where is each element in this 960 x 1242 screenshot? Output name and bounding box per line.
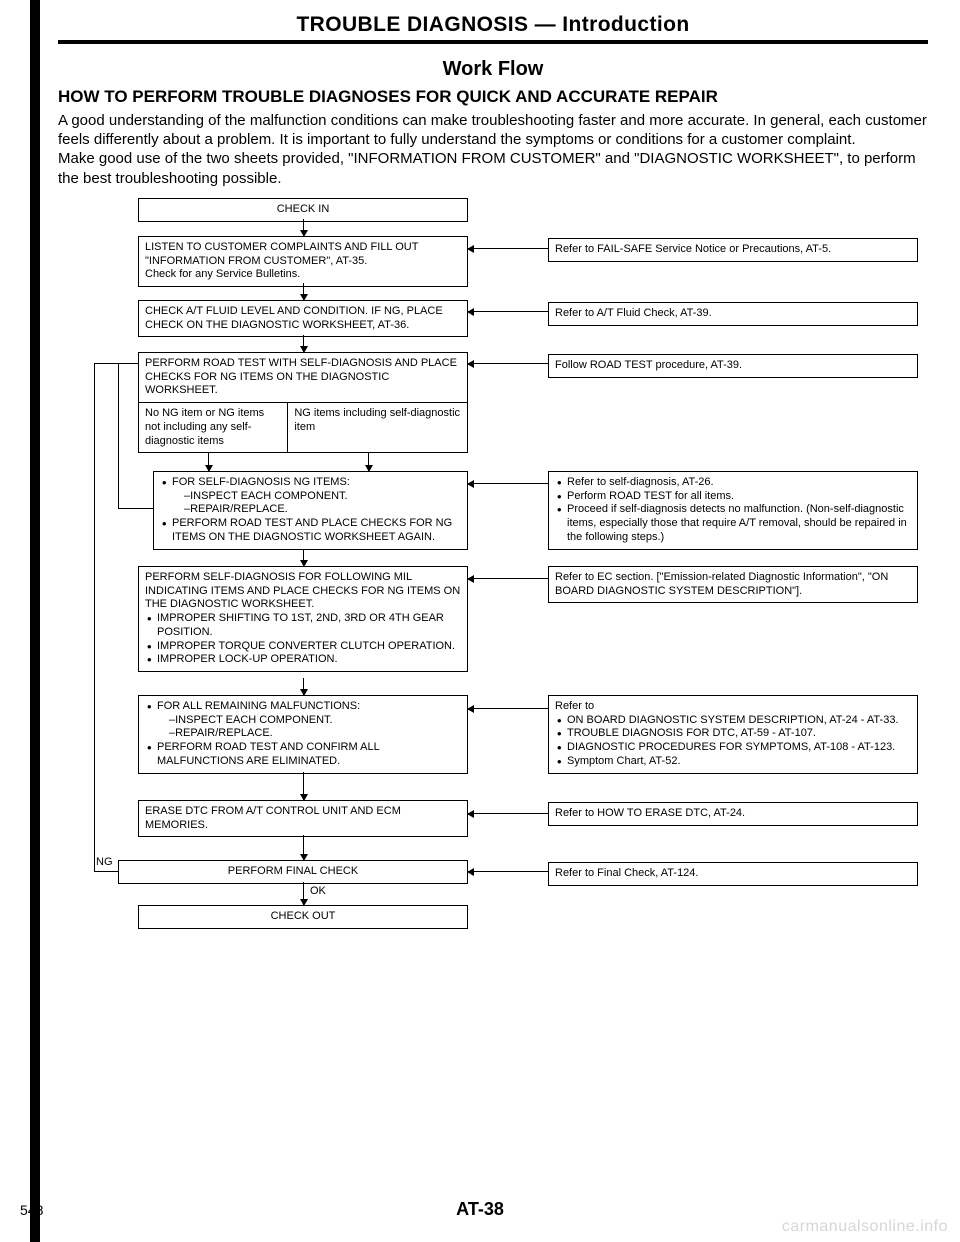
box-remaining: FOR ALL REMAINING MALFUNCTIONS: –INSPECT…	[138, 695, 468, 774]
box-check-out: CHECK OUT	[138, 905, 468, 929]
header-rule	[58, 40, 928, 44]
item: PERFORM ROAD TEST AND PLACE CHECKS FOR N…	[160, 517, 461, 545]
arrow	[303, 835, 304, 860]
ref-self-diag: Refer to self-diagnosis, AT-26. Perform …	[548, 471, 918, 550]
road-test-right: NG items including self-diagnostic item	[288, 403, 467, 452]
item: Refer to self-diagnosis, AT-26.	[555, 476, 911, 490]
arrow	[468, 871, 548, 872]
road-test-split: No NG item or NG items not including any…	[139, 403, 467, 452]
line	[94, 871, 118, 872]
arrow	[468, 248, 548, 249]
sub: –REPAIR/REPLACE.	[157, 727, 461, 741]
list: Refer to self-diagnosis, AT-26. Perform …	[555, 476, 911, 545]
item: FOR ALL REMAINING MALFUNCTIONS: –INSPECT…	[145, 700, 461, 741]
list: IMPROPER SHIFTING TO 1ST, 2ND, 3RD OR 4T…	[145, 612, 461, 667]
arrow	[468, 813, 548, 814]
arrow	[303, 335, 304, 352]
box-fluid: CHECK A/T FLUID LEVEL AND CONDITION. IF …	[138, 300, 468, 338]
content-area: TROUBLE DIAGNOSIS — Introduction Work Fl…	[58, 10, 928, 1108]
arrow	[468, 311, 548, 312]
box-road-test: PERFORM ROAD TEST WITH SELF-DIAGNOSIS AN…	[138, 352, 468, 454]
ref-final: Refer to Final Check, AT-124.	[548, 862, 918, 886]
page-number-center: AT-38	[0, 1199, 960, 1220]
item: ON BOARD DIAGNOSTIC SYSTEM DESCRIPTION, …	[555, 714, 911, 728]
arrow	[468, 483, 548, 484]
intro-paragraph: A good understanding of the malfunction …	[58, 111, 928, 188]
line	[118, 363, 138, 364]
box-final: PERFORM FINAL CHECK	[118, 860, 468, 884]
line	[94, 363, 118, 364]
box-self-diag-ng: FOR SELF-DIAGNOSIS NG ITEMS: –INSPECT EA…	[153, 471, 468, 550]
label-ng: NG	[96, 856, 113, 870]
line	[94, 363, 95, 871]
item: TROUBLE DIAGNOSIS FOR DTC, AT-59 - AT-10…	[555, 727, 911, 741]
ref-erase: Refer to HOW TO ERASE DTC, AT-24.	[548, 802, 918, 826]
item: FOR SELF-DIAGNOSIS NG ITEMS: –INSPECT EA…	[160, 476, 461, 517]
flowchart: CHECK IN LISTEN TO CUSTOMER COMPLAINTS A…	[58, 198, 928, 1108]
left-margin-bar	[30, 0, 40, 1242]
watermark: carmanualsonline.info	[782, 1218, 948, 1236]
ref-ec: Refer to EC section. ["Emission-related …	[548, 566, 918, 604]
item: PERFORM ROAD TEST AND CONFIRM ALL MALFUN…	[145, 741, 461, 769]
line	[118, 508, 153, 509]
arrow	[303, 549, 304, 566]
arrow	[368, 452, 369, 471]
item: Proceed if self-diagnosis detects no mal…	[555, 503, 911, 544]
arrow	[303, 678, 304, 695]
list: FOR ALL REMAINING MALFUNCTIONS: –INSPECT…	[145, 700, 461, 769]
item: Perform ROAD TEST for all items.	[555, 490, 911, 504]
subtitle: HOW TO PERFORM TROUBLE DIAGNOSES FOR QUI…	[58, 87, 928, 107]
ref-fluid: Refer to A/T Fluid Check, AT-39.	[548, 302, 918, 326]
arrow	[303, 283, 304, 300]
list: FOR SELF-DIAGNOSIS NG ITEMS: –INSPECT EA…	[160, 476, 461, 545]
arrow	[303, 772, 304, 800]
arrow	[303, 219, 304, 236]
ref-road-test: Follow ROAD TEST procedure, AT-39.	[548, 354, 918, 378]
text: FOR SELF-DIAGNOSIS NG ITEMS:	[172, 476, 350, 488]
sub: –REPAIR/REPLACE.	[172, 503, 461, 517]
ref-remaining: Refer to ON BOARD DIAGNOSTIC SYSTEM DESC…	[548, 695, 918, 774]
page: TROUBLE DIAGNOSIS — Introduction Work Fl…	[0, 0, 960, 1242]
item: IMPROPER TORQUE CONVERTER CLUTCH OPERATI…	[145, 640, 461, 654]
item: Symptom Chart, AT-52.	[555, 755, 911, 769]
item: IMPROPER SHIFTING TO 1ST, 2ND, 3RD OR 4T…	[145, 612, 461, 640]
label-ok: OK	[310, 885, 326, 899]
road-test-left: No NG item or NG items not including any…	[139, 403, 288, 452]
arrow	[468, 578, 548, 579]
sub: –INSPECT EACH COMPONENT.	[172, 490, 461, 504]
text: FOR ALL REMAINING MALFUNCTIONS:	[157, 700, 360, 712]
arrow	[468, 363, 548, 364]
road-test-main: PERFORM ROAD TEST WITH SELF-DIAGNOSIS AN…	[139, 353, 467, 403]
arrow	[208, 452, 209, 471]
box-listen: LISTEN TO CUSTOMER COMPLAINTS AND FILL O…	[138, 236, 468, 287]
box-erase: ERASE DTC FROM A/T CONTROL UNIT AND ECM …	[138, 800, 468, 838]
arrow	[468, 708, 548, 709]
section-header: TROUBLE DIAGNOSIS — Introduction	[58, 10, 928, 40]
line	[118, 363, 119, 508]
arrow	[303, 882, 304, 905]
sub: –INSPECT EACH COMPONENT.	[157, 714, 461, 728]
list: ON BOARD DIAGNOSTIC SYSTEM DESCRIPTION, …	[555, 714, 911, 769]
mil-head: PERFORM SELF-DIAGNOSIS FOR FOLLOWING MIL…	[145, 571, 461, 612]
ref-failsafe: Refer to FAIL-SAFE Service Notice or Pre…	[548, 238, 918, 262]
ref-head: Refer to	[555, 700, 911, 714]
page-title: Work Flow	[58, 58, 928, 81]
item: IMPROPER LOCK-UP OPERATION.	[145, 653, 461, 667]
item: DIAGNOSTIC PROCEDURES FOR SYMPTOMS, AT-1…	[555, 741, 911, 755]
box-mil: PERFORM SELF-DIAGNOSIS FOR FOLLOWING MIL…	[138, 566, 468, 672]
